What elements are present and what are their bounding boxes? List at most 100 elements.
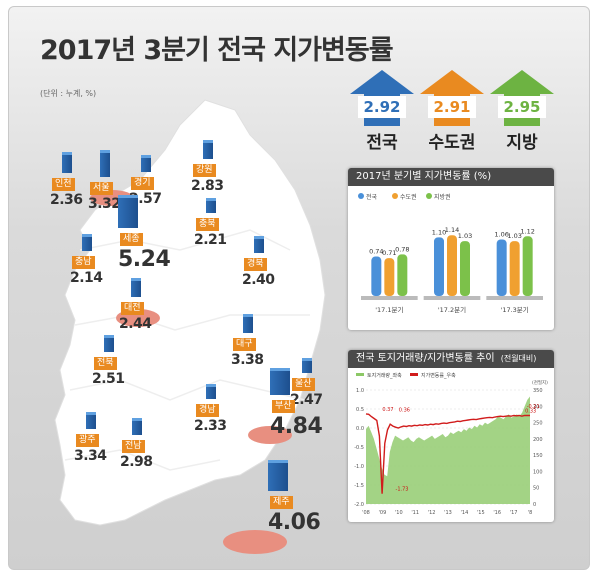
region-column-10 [104, 335, 114, 352]
category-label: '17.2분기 [438, 305, 466, 314]
right-axis-tick: 150 [533, 453, 543, 459]
bar-value-label: 1.10 [432, 228, 446, 236]
right-axis-tick: 50 [533, 486, 539, 492]
region-column-8 [131, 278, 141, 297]
legend-label: 전국 [366, 193, 378, 201]
region-value-label: 2.98 [120, 454, 153, 470]
trend-line-chart: 토지거래량_좌축 지가변동률_우축 1.0 0.5 0.0 -0.5 -1.0 -1.5 -2.… [354, 372, 548, 516]
region-border [64, 229, 310, 471]
region-name-label: 제주 [270, 496, 293, 509]
trend-chart-title: 전국 토지거래량/지가변동률 추이 (전월대비) [348, 350, 554, 368]
region-column-2 [141, 155, 151, 172]
bar-value-label: 1.06 [494, 230, 508, 238]
bar [509, 241, 520, 296]
headline-label: 전국 [366, 133, 398, 153]
bar [460, 241, 470, 296]
x-axis-tick: '09 [379, 510, 387, 516]
left-axis-tick: 1.0 [356, 388, 364, 394]
bar-value-label: 1.03 [458, 232, 472, 240]
trend-chart-subtitle: (전월대비) [500, 354, 537, 363]
left-axis-tick: 0.0 [356, 426, 364, 432]
region-name-label: 부산 [272, 400, 295, 413]
legend-swatch [356, 373, 364, 376]
legend-label: 수도권 [400, 193, 417, 201]
annotation-label: 0.33 [525, 408, 536, 414]
region-name-label: 대구 [233, 338, 256, 351]
region-name-label: 전남 [122, 440, 145, 453]
quarterly-chart-panel: 2017년 분기별 지가변동률 (%) 전국 수도권 지방권 0.74 0.71 0.78… [348, 168, 554, 330]
bar [384, 258, 395, 296]
annotation-label: -1.73 [396, 487, 409, 493]
right-axis-tick: 300 [533, 404, 543, 410]
right-axis-tick: 350 [533, 388, 543, 394]
bar [522, 236, 533, 296]
region-name-label: 경북 [244, 258, 267, 271]
region-name-label: 충남 [72, 256, 95, 269]
volume-area [366, 396, 530, 504]
region-name-label: 대전 [121, 302, 144, 315]
category-label: '17.3분기 [501, 305, 529, 314]
region-value-label: 2.40 [242, 272, 275, 288]
legend-swatch [358, 193, 364, 199]
region-value-label: 2.14 [70, 270, 103, 286]
region-value-label: 5.24 [118, 247, 171, 272]
bar-value-label: 0.78 [395, 245, 409, 253]
bar [447, 235, 457, 296]
bar [434, 237, 444, 296]
x-axis-tick: '12 [428, 510, 436, 516]
page-title: 2017년 3분기 전국 지가변동률 [40, 35, 394, 66]
right-axis-tick: 0 [533, 502, 536, 508]
rate-line [365, 413, 530, 494]
region-value-label: 3.38 [231, 352, 264, 368]
left-axis-tick: -1.5 [354, 483, 364, 489]
annotation-label: -0.21 [527, 404, 540, 410]
region-column-4 [206, 198, 216, 213]
jeju-island [223, 530, 287, 554]
region-column-9 [243, 314, 253, 333]
legend-label: 지가변동률_우축 [421, 372, 456, 379]
headline-item: 2.92 전국 [350, 70, 414, 156]
left-axis-tick: -1.0 [354, 464, 364, 470]
x-axis-tick: '17 [510, 510, 518, 516]
x-axis-tick: '13 [444, 510, 452, 516]
region-column-12 [206, 384, 216, 399]
headline-item: 2.91 수도권 [420, 70, 484, 156]
region-value-label: 3.32 [88, 196, 121, 212]
category-label: '17.1분기 [375, 305, 403, 314]
legend-swatch [392, 193, 398, 199]
bar [371, 256, 382, 296]
busan-highlight [248, 426, 292, 444]
bar-value-label: 1.14 [445, 226, 459, 234]
annotation-label: 0.36 [399, 407, 410, 413]
region-value-label: 2.36 [50, 192, 83, 208]
x-axis-tick: '14 [461, 510, 469, 516]
region-value-label: 2.47 [290, 392, 323, 408]
region-value-label: 4.84 [270, 414, 323, 439]
region-column-11 [302, 358, 312, 373]
headline-value: 2.91 [428, 96, 476, 118]
region-name-label: 충북 [196, 218, 219, 231]
region-value-label: 2.33 [194, 418, 227, 434]
headline-label: 지방 [506, 133, 538, 153]
category-base [361, 296, 418, 300]
right-axis-tick: 200 [533, 437, 543, 443]
x-axis-tick: '11 [411, 510, 419, 516]
region-name-label: 강원 [193, 164, 216, 177]
region-column-1 [100, 150, 110, 177]
category-base [486, 296, 543, 300]
region-name-label: 전북 [94, 357, 117, 370]
region-column-7 [254, 236, 264, 253]
x-axis-tick: '8 [528, 510, 533, 516]
region-value-label: 2.51 [92, 371, 125, 387]
bar-value-label: 1.03 [507, 232, 521, 240]
bar [397, 254, 408, 296]
left-axis-tick: -0.5 [354, 445, 364, 451]
right-axis-tick: 100 [533, 469, 543, 475]
headline-value: 2.92 [358, 96, 406, 118]
region-value-label: 2.44 [119, 316, 152, 332]
right-axis-unit: (천필지) [532, 379, 548, 386]
bar [496, 239, 507, 296]
annotation-label: 0.37 [382, 407, 393, 413]
left-axis-tick: -2.0 [354, 502, 364, 508]
quarterly-bar-chart: 전국 수도권 지방권0.740.710.78'17.1분기1.101.141.03'… [358, 193, 543, 314]
